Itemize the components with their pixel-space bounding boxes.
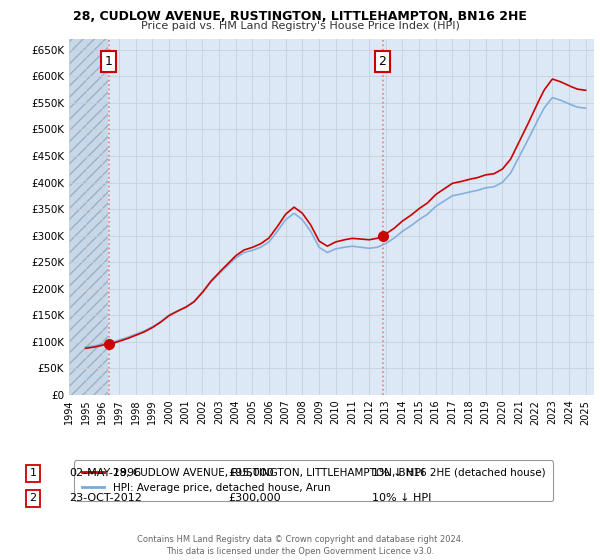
Legend: 28, CUDLOW AVENUE, RUSTINGTON, LITTLEHAMPTON, BN16 2HE (detached house), HPI: Av: 28, CUDLOW AVENUE, RUSTINGTON, LITTLEHAM…	[74, 460, 553, 501]
Text: 10% ↓ HPI: 10% ↓ HPI	[372, 493, 431, 503]
Text: £95,000: £95,000	[228, 468, 274, 478]
Text: 1% ↓ HPI: 1% ↓ HPI	[372, 468, 424, 478]
Text: 02-MAY-1996: 02-MAY-1996	[69, 468, 141, 478]
Text: 23-OCT-2012: 23-OCT-2012	[69, 493, 142, 503]
Text: Contains HM Land Registry data © Crown copyright and database right 2024.
This d: Contains HM Land Registry data © Crown c…	[137, 535, 463, 556]
Text: 1: 1	[104, 55, 112, 68]
Text: 2: 2	[29, 493, 37, 503]
Bar	[69, 39, 109, 395]
Text: 2: 2	[379, 55, 386, 68]
Text: 1: 1	[29, 468, 37, 478]
Text: £300,000: £300,000	[228, 493, 281, 503]
Text: 28, CUDLOW AVENUE, RUSTINGTON, LITTLEHAMPTON, BN16 2HE: 28, CUDLOW AVENUE, RUSTINGTON, LITTLEHAM…	[73, 10, 527, 23]
Text: Price paid vs. HM Land Registry's House Price Index (HPI): Price paid vs. HM Land Registry's House …	[140, 21, 460, 31]
